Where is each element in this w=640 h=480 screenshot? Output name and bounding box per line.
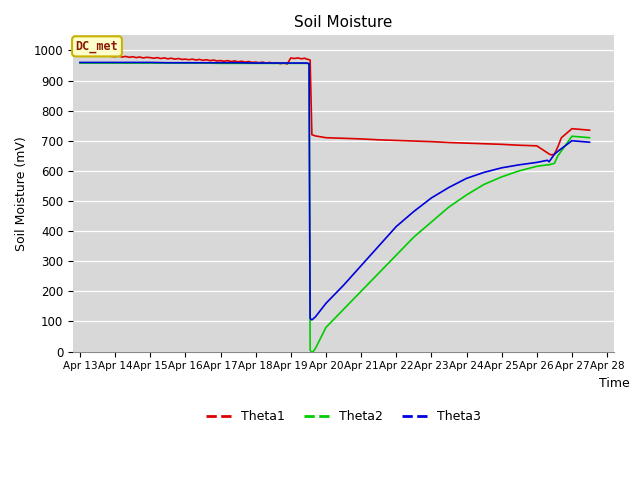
Y-axis label: Soil Moisture (mV): Soil Moisture (mV) — [15, 136, 28, 251]
Text: DC_met: DC_met — [76, 40, 118, 53]
Legend: Theta1, Theta2, Theta3: Theta1, Theta2, Theta3 — [202, 405, 486, 428]
X-axis label: Time: Time — [599, 377, 630, 390]
Title: Soil Moisture: Soil Moisture — [294, 15, 393, 30]
